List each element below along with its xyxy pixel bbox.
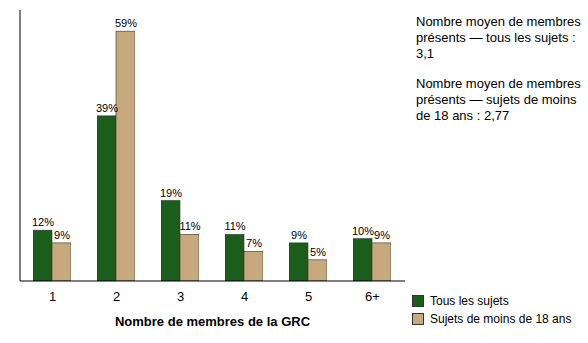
html-text:Nombre moyen de membres présen: Nombre moyen de membres présents — tous … (416, 14, 581, 61)
svg-text:3: 3 (177, 289, 184, 304)
html-text:Tous les sujets: Tous les sujets (430, 294, 509, 308)
html-text:Nombre moyen de membres présen: Nombre moyen de membres présents — sujet… (416, 76, 581, 123)
svg-text:12%: 12% (32, 216, 54, 228)
svg-text:9%: 9% (374, 229, 390, 241)
svg-text:5%: 5% (310, 246, 326, 258)
svg-text:11%: 11% (179, 220, 200, 232)
svg-text:6+: 6+ (365, 289, 380, 304)
svg-text:7%: 7% (246, 237, 262, 249)
svg-text:19%: 19% (160, 187, 182, 199)
svg-text:9%: 9% (291, 229, 307, 241)
svg-text:5: 5 (305, 289, 312, 304)
svg-text:10%: 10% (352, 225, 374, 237)
svg-text:11%: 11% (224, 220, 245, 232)
svg-text:1: 1 (49, 289, 56, 304)
svg-text:4: 4 (241, 289, 248, 304)
svg-text:9%: 9% (54, 229, 70, 241)
svg-text:39%: 39% (96, 102, 118, 114)
svg-text:59%: 59% (115, 17, 137, 29)
svg-text:Nombre de membres de la GRC: Nombre de membres de la GRC (115, 314, 311, 329)
html-text:Sujets de moins de 18 ans: Sujets de moins de 18 ans (430, 312, 572, 326)
svg-text:2: 2 (113, 289, 120, 304)
